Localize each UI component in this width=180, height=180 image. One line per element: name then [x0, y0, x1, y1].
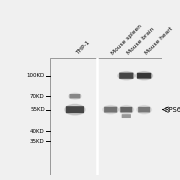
Text: Mouse brain: Mouse brain [126, 27, 156, 56]
Ellipse shape [137, 105, 151, 114]
Text: THP-1: THP-1 [75, 40, 91, 56]
Text: Mouse heart: Mouse heart [144, 26, 174, 56]
FancyBboxPatch shape [138, 107, 150, 112]
Ellipse shape [103, 105, 118, 114]
Ellipse shape [69, 93, 81, 99]
Ellipse shape [119, 105, 134, 114]
Ellipse shape [118, 72, 135, 80]
FancyBboxPatch shape [120, 107, 132, 112]
FancyBboxPatch shape [66, 106, 84, 113]
Text: 70KD: 70KD [30, 94, 45, 99]
FancyBboxPatch shape [119, 73, 133, 79]
Ellipse shape [65, 104, 85, 115]
Text: Mouse spleen: Mouse spleen [111, 23, 143, 56]
Text: 40KD: 40KD [30, 129, 45, 134]
Text: 100KD: 100KD [27, 73, 45, 78]
FancyBboxPatch shape [104, 107, 117, 113]
FancyBboxPatch shape [137, 73, 151, 79]
FancyBboxPatch shape [122, 114, 131, 118]
FancyBboxPatch shape [69, 94, 80, 98]
Text: 55KD: 55KD [30, 107, 45, 112]
Ellipse shape [136, 72, 152, 80]
Text: RPS6KL1: RPS6KL1 [164, 107, 180, 113]
Text: 35KD: 35KD [30, 139, 45, 144]
